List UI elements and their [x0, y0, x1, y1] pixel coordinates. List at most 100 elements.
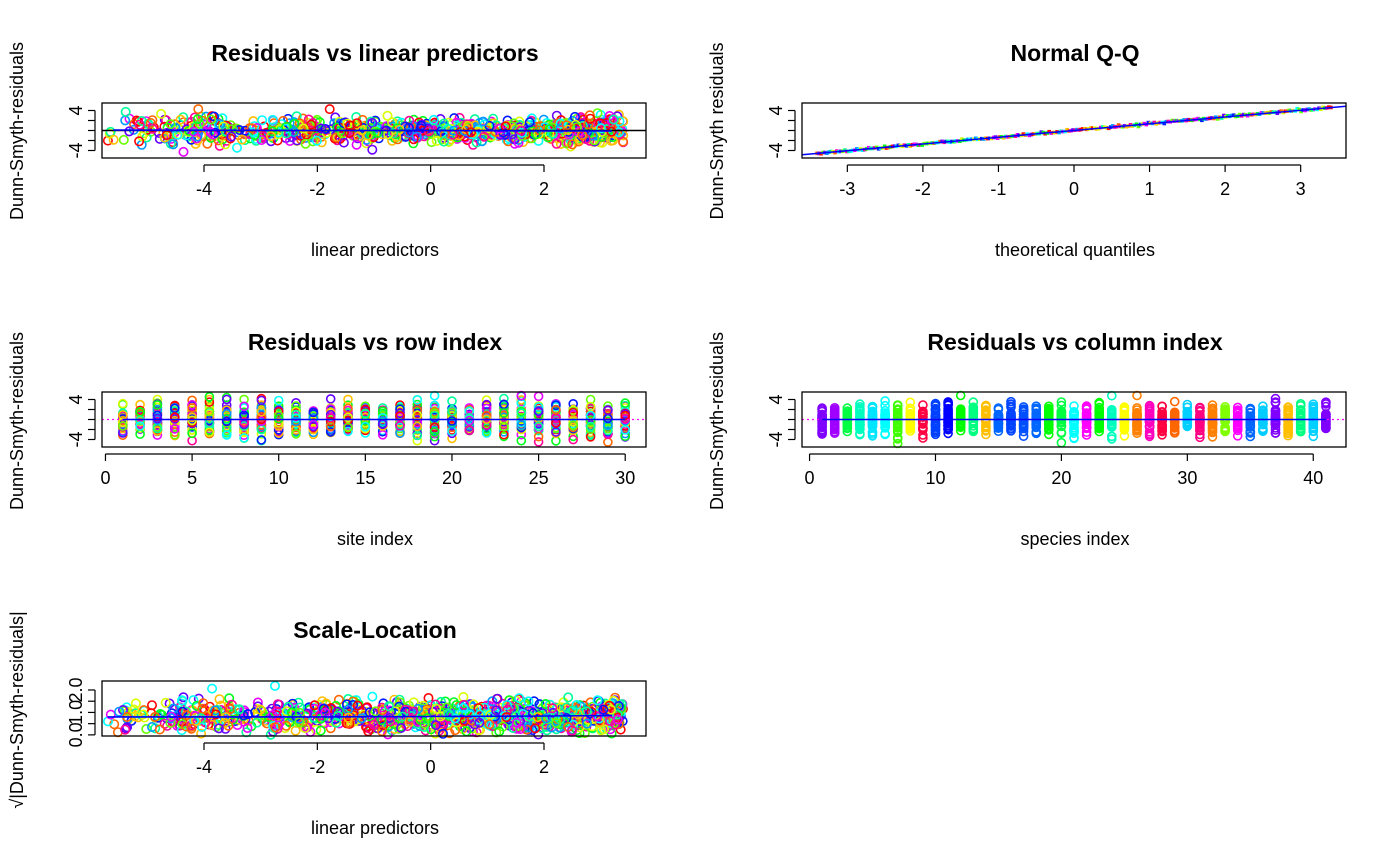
data-point: [308, 419, 319, 430]
data-point: [968, 426, 979, 437]
data-point: [1222, 113, 1226, 118]
data-point: [1182, 421, 1193, 431]
data-point: [1297, 107, 1301, 112]
data-point: [145, 118, 156, 129]
data-point: [524, 117, 535, 128]
data-point: [829, 402, 840, 413]
data-point: [598, 724, 609, 735]
data-point: [1144, 400, 1155, 411]
data-point: [204, 406, 215, 417]
data-point: [194, 118, 205, 129]
data-point: [1031, 427, 1041, 437]
data-point: [892, 400, 903, 410]
data-point: [882, 144, 887, 149]
data-point: [156, 108, 167, 119]
y-tick-label: 4: [766, 394, 786, 404]
data-point: [138, 709, 149, 720]
data-point: [120, 724, 131, 735]
data-point: [1069, 428, 1079, 439]
data-point: [1229, 113, 1234, 118]
data-point: [1182, 118, 1186, 122]
data-point: [221, 425, 232, 436]
data-point: [338, 118, 349, 129]
data-point: [118, 134, 129, 145]
data-point: [294, 713, 305, 724]
x-tick-label: 30: [1177, 468, 1197, 488]
data-point: [221, 394, 232, 405]
data-point: [892, 434, 903, 444]
chart-title: Residuals vs row index: [248, 329, 503, 355]
data-point: [1044, 423, 1054, 434]
data-point: [1308, 401, 1319, 412]
data-point: [221, 416, 232, 427]
data-point: [220, 139, 231, 150]
data-point: [1119, 430, 1130, 441]
data-point: [1283, 428, 1293, 439]
data-point: [1044, 429, 1054, 440]
data-point: [118, 421, 128, 431]
data-point: [1144, 422, 1155, 433]
data-point: [177, 695, 188, 706]
data-point: [581, 718, 592, 729]
data-point: [388, 128, 399, 139]
data-point: [974, 136, 978, 141]
data-point: [186, 723, 197, 734]
data-point: [267, 710, 278, 721]
y-axis-label: Dunn-Smyth-residuals: [7, 332, 27, 510]
data-point: [1107, 431, 1117, 442]
data-point: [224, 693, 235, 704]
data-point: [551, 427, 561, 437]
data-point: [1132, 413, 1142, 424]
y-axis-label: Dunn-Smyth-residuals: [7, 42, 27, 220]
data-point: [1119, 405, 1130, 416]
data-point: [860, 148, 865, 152]
data-point: [239, 417, 249, 428]
data-point: [930, 421, 941, 431]
data-point: [1081, 127, 1085, 131]
axis-ticks: 0 5 10 15 20 25 30-44: [66, 394, 635, 488]
data-point: [943, 424, 953, 435]
data-point: [1182, 402, 1193, 413]
data-point: [412, 421, 423, 432]
data-point: [481, 420, 492, 430]
data-point: [1196, 116, 1200, 121]
data-point: [267, 114, 278, 125]
data-point: [603, 405, 613, 416]
data-point: [306, 119, 317, 130]
data-point: [383, 701, 394, 712]
data-point: [1006, 408, 1016, 419]
data-point: [1119, 412, 1130, 423]
data-point: [256, 135, 267, 146]
data-point: [1107, 406, 1117, 417]
data-point: [905, 416, 916, 427]
data-point: [1107, 422, 1117, 432]
data-point: [603, 425, 613, 436]
data-point: [968, 412, 979, 422]
data-point: [316, 137, 327, 148]
data-point: [102, 135, 113, 146]
data-point: [315, 725, 326, 736]
data-point: [1295, 106, 1299, 111]
data-point: [170, 429, 180, 440]
data-point: [367, 144, 378, 155]
data-point: [1119, 416, 1130, 426]
data-point: [464, 415, 475, 426]
chart-title: Scale-Location: [293, 617, 457, 643]
data-point: [281, 706, 292, 717]
data-point: [880, 411, 890, 422]
data-point: [1207, 400, 1218, 410]
data-point: [324, 104, 335, 115]
data-point: [257, 115, 268, 126]
data-point: [343, 415, 353, 426]
panel-normal-qq: Normal Q-Q theoretical quantiles Dunn-Sm…: [707, 40, 1347, 260]
x-tick-label: -1: [990, 179, 1006, 199]
data-point: [880, 417, 890, 427]
data-point: [221, 126, 232, 137]
data-point: [198, 698, 209, 709]
x-tick-label: 3: [1296, 179, 1306, 199]
data-point: [1283, 425, 1293, 436]
data-point: [290, 725, 301, 736]
data-point: [594, 713, 605, 724]
data-point: [435, 696, 446, 707]
data-point: [135, 421, 145, 431]
